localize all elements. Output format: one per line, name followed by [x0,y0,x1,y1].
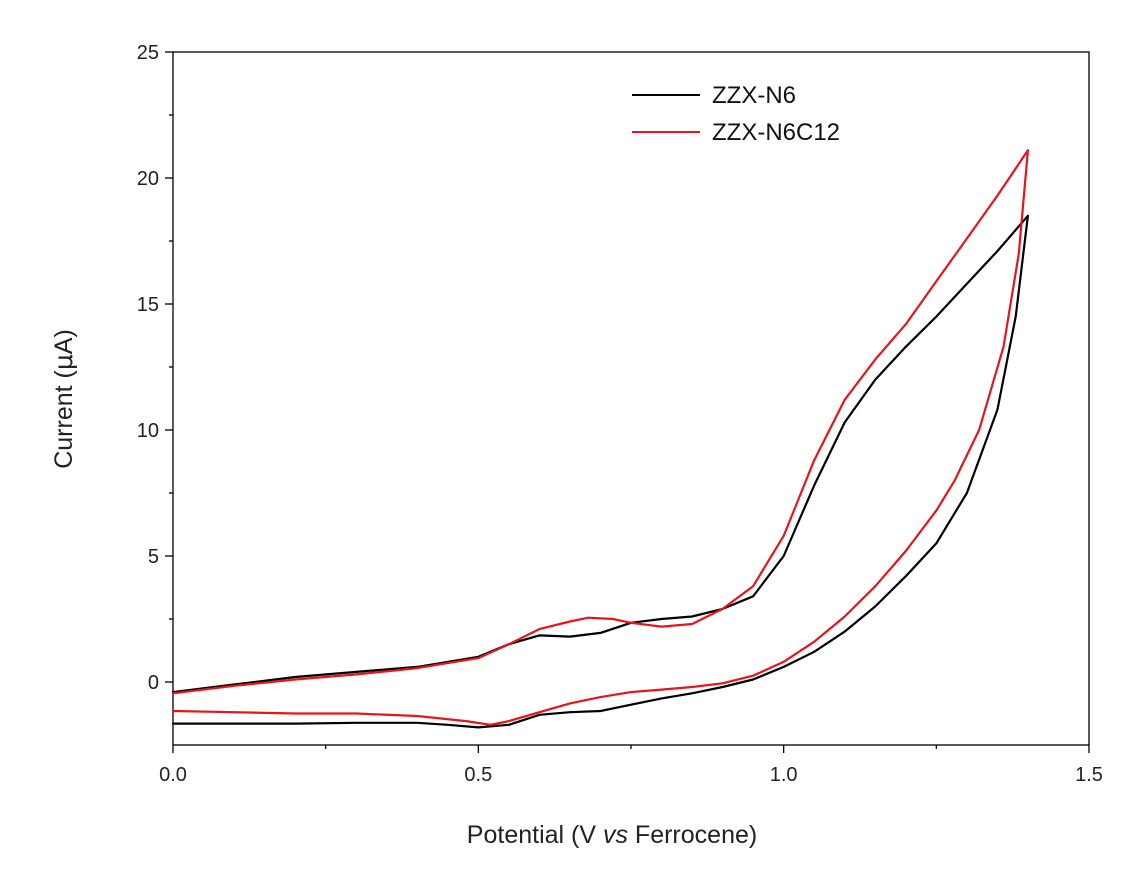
series-layer [171,149,1029,729]
y-tick-label: 15 [137,294,159,316]
y-tick-label: 20 [137,168,159,190]
y-tick-label: 0 [148,672,159,694]
y-tick-label: 25 [137,42,159,64]
legend-label-zzx-n6c12: ZZX-N6C12 [712,119,840,146]
x-tick-label: 1.5 [1075,764,1103,786]
series-line-zzx-n6 [171,214,1029,729]
series-line-zzx-n6c12 [171,149,1029,726]
y-axis-ticks: 0 5 10 15 20 25 [137,42,173,694]
x-tick-label: 0.0 [159,764,187,786]
legend-label-zzx-n6: ZZX-N6 [712,82,796,109]
x-axis-title: Potential (V vs Ferrocene) [467,821,757,849]
x-tick-label: 0.5 [464,764,492,786]
y-axis-title: Current (μA) [49,329,78,469]
x-tick-label: 1.0 [770,764,798,786]
legend: ZZX-N6 ZZX-N6C12 [632,82,840,146]
y-tick-label: 10 [137,420,159,442]
x-axis-ticks: 0.0 0.5 1.0 1.5 [159,745,1103,786]
plot-frame [172,51,1090,746]
y-tick-label: 5 [148,546,159,568]
